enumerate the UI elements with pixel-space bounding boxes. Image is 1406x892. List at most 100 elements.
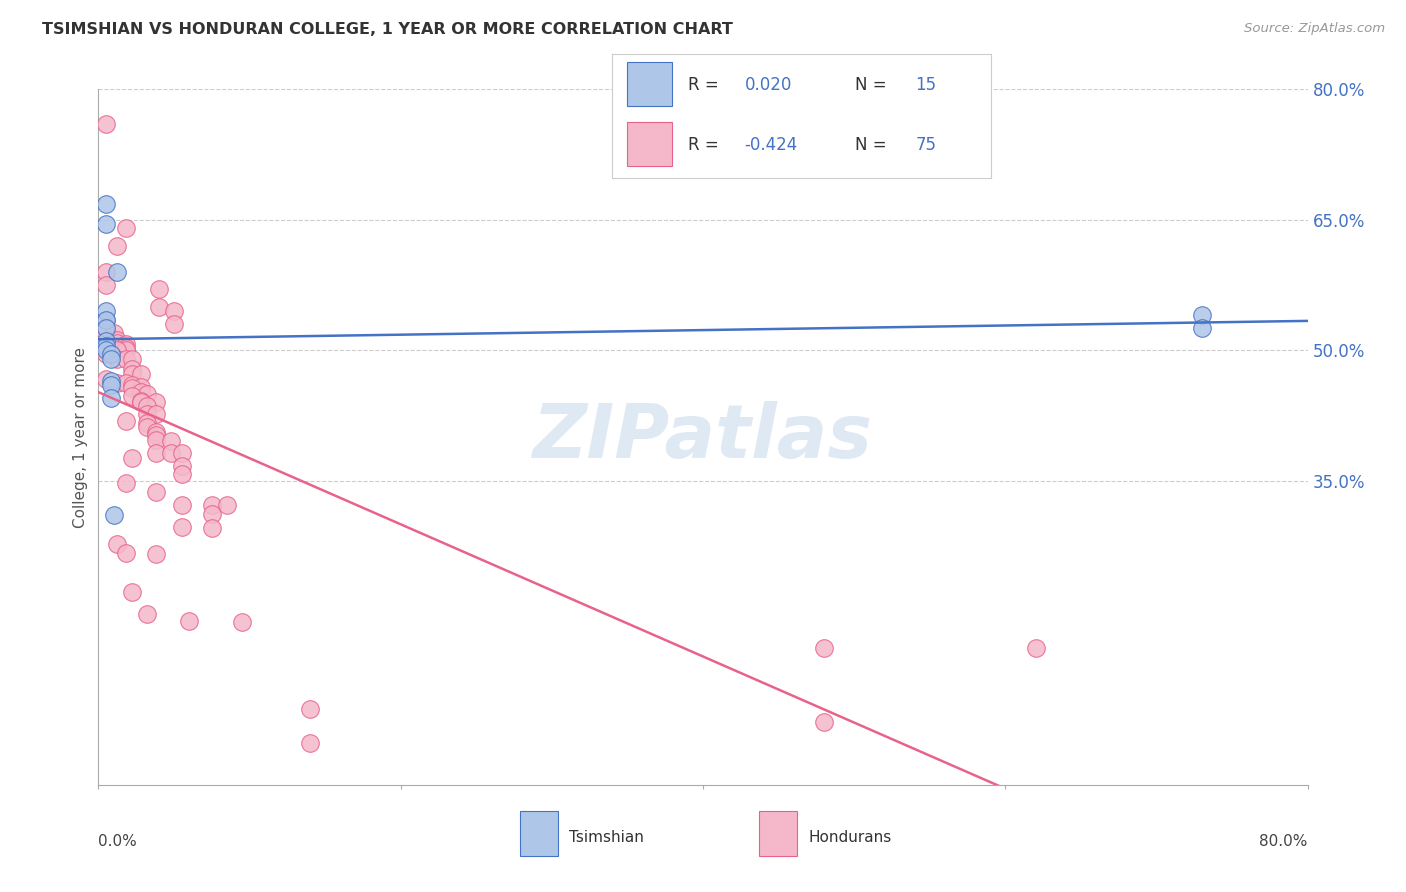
Point [201,520,224,534]
Point [94,304,117,318]
Point [145,484,167,499]
Point [170,446,193,460]
Bar [627,122,672,166]
Point [121,368,143,382]
Point [163,304,186,318]
Point [94,117,117,131]
Point [170,467,193,482]
Point [103,326,125,340]
Point [215,498,238,512]
Point [114,376,136,391]
Text: R =: R = [688,136,724,153]
Point [179,615,201,629]
Point [100,351,122,366]
Point [201,507,224,521]
Point [170,458,193,473]
Text: R =: R = [688,76,724,94]
Point [813,640,835,655]
Point [135,416,157,430]
Point [94,347,117,361]
Text: TSIMSHIAN VS HONDURAN COLLEGE, 1 YEAR OR MORE CORRELATION CHART: TSIMSHIAN VS HONDURAN COLLEGE, 1 YEAR OR… [42,22,733,37]
Bar [627,62,672,106]
Point [94,321,117,335]
Point [145,428,167,442]
Point [135,407,157,421]
Point [121,362,143,376]
Text: 80.0%: 80.0% [1260,834,1308,848]
Point [121,377,143,392]
Point [94,326,117,340]
Point [94,334,117,349]
Point [105,333,128,347]
Point [135,399,157,413]
Point [114,341,136,355]
Point [135,386,157,401]
Y-axis label: College, 1 year or more: College, 1 year or more [73,347,89,527]
Text: N =: N = [855,136,891,153]
Point [94,339,117,353]
Text: 0.0%: 0.0% [98,834,138,848]
Point [135,419,157,434]
Point [105,537,128,551]
Point [160,446,183,460]
Point [170,498,193,512]
Point [145,547,167,561]
Point [121,389,143,403]
Point [94,277,117,292]
Point [114,343,136,357]
Point [148,282,170,296]
Point [103,508,125,523]
Point [145,446,167,460]
Point [114,337,136,351]
Point [813,715,835,730]
Point [94,197,117,211]
Point [160,434,183,448]
Text: -0.424: -0.424 [745,136,797,153]
Point [105,343,128,357]
Point [105,336,128,351]
Point [94,265,117,279]
Point [121,585,143,599]
Point [135,607,157,621]
Point [148,300,170,314]
Text: Tsimshian: Tsimshian [569,830,644,845]
Point [129,368,152,382]
Text: Source: ZipAtlas.com: Source: ZipAtlas.com [1244,22,1385,36]
Point [100,347,122,361]
Point [100,391,122,405]
Point [1191,321,1213,335]
Point [163,317,186,331]
Text: 75: 75 [915,136,936,153]
Point [94,312,117,326]
Point [100,374,122,388]
Point [145,395,167,409]
Point [145,433,167,447]
Point [121,351,143,366]
Point [114,476,136,491]
Text: 0.020: 0.020 [745,76,792,94]
Point [114,351,136,366]
Point [114,546,136,560]
Point [129,395,152,409]
Point [299,736,322,750]
Point [114,221,136,235]
Point [1191,308,1213,322]
Point [94,312,117,326]
Point [1024,640,1046,655]
Point [105,238,128,253]
Point [121,450,143,465]
Point [94,343,117,357]
Point [145,425,167,439]
Text: Hondurans: Hondurans [808,830,891,845]
Point [94,217,117,231]
Point [201,498,224,512]
Point [121,381,143,395]
Point [114,414,136,428]
Text: 15: 15 [915,76,936,94]
Point [129,384,152,399]
Point [94,321,117,335]
Point [129,393,152,408]
Point [105,376,128,391]
Point [105,351,128,366]
Text: N =: N = [855,76,891,94]
